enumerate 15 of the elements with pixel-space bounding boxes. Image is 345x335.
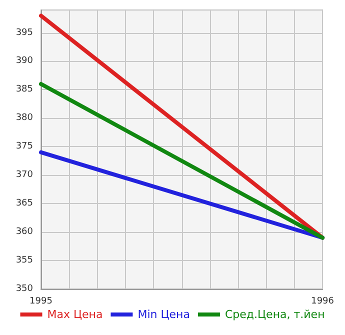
x-tick-label: 1996	[311, 296, 334, 306]
y-tick-label: 360	[16, 227, 34, 238]
y-tick-label: 365	[16, 198, 33, 209]
y-tick-label: 385	[16, 84, 33, 95]
y-tick-label: 380	[16, 113, 34, 124]
y-tick-label: 395	[16, 28, 33, 38]
y-tick-label: 350	[16, 284, 34, 294]
y-tick-label: 390	[16, 56, 34, 66]
x-tick-label: 1995	[30, 296, 52, 306]
legend-label: Min Цена	[138, 308, 190, 321]
y-tick-label: 375	[16, 142, 33, 152]
y-tick-label: 370	[16, 170, 34, 180]
legend-label: Сред.Цена, т.йен	[224, 308, 325, 321]
y-tick-label: 355	[16, 256, 33, 266]
legend-label: Max Цена	[47, 308, 103, 321]
